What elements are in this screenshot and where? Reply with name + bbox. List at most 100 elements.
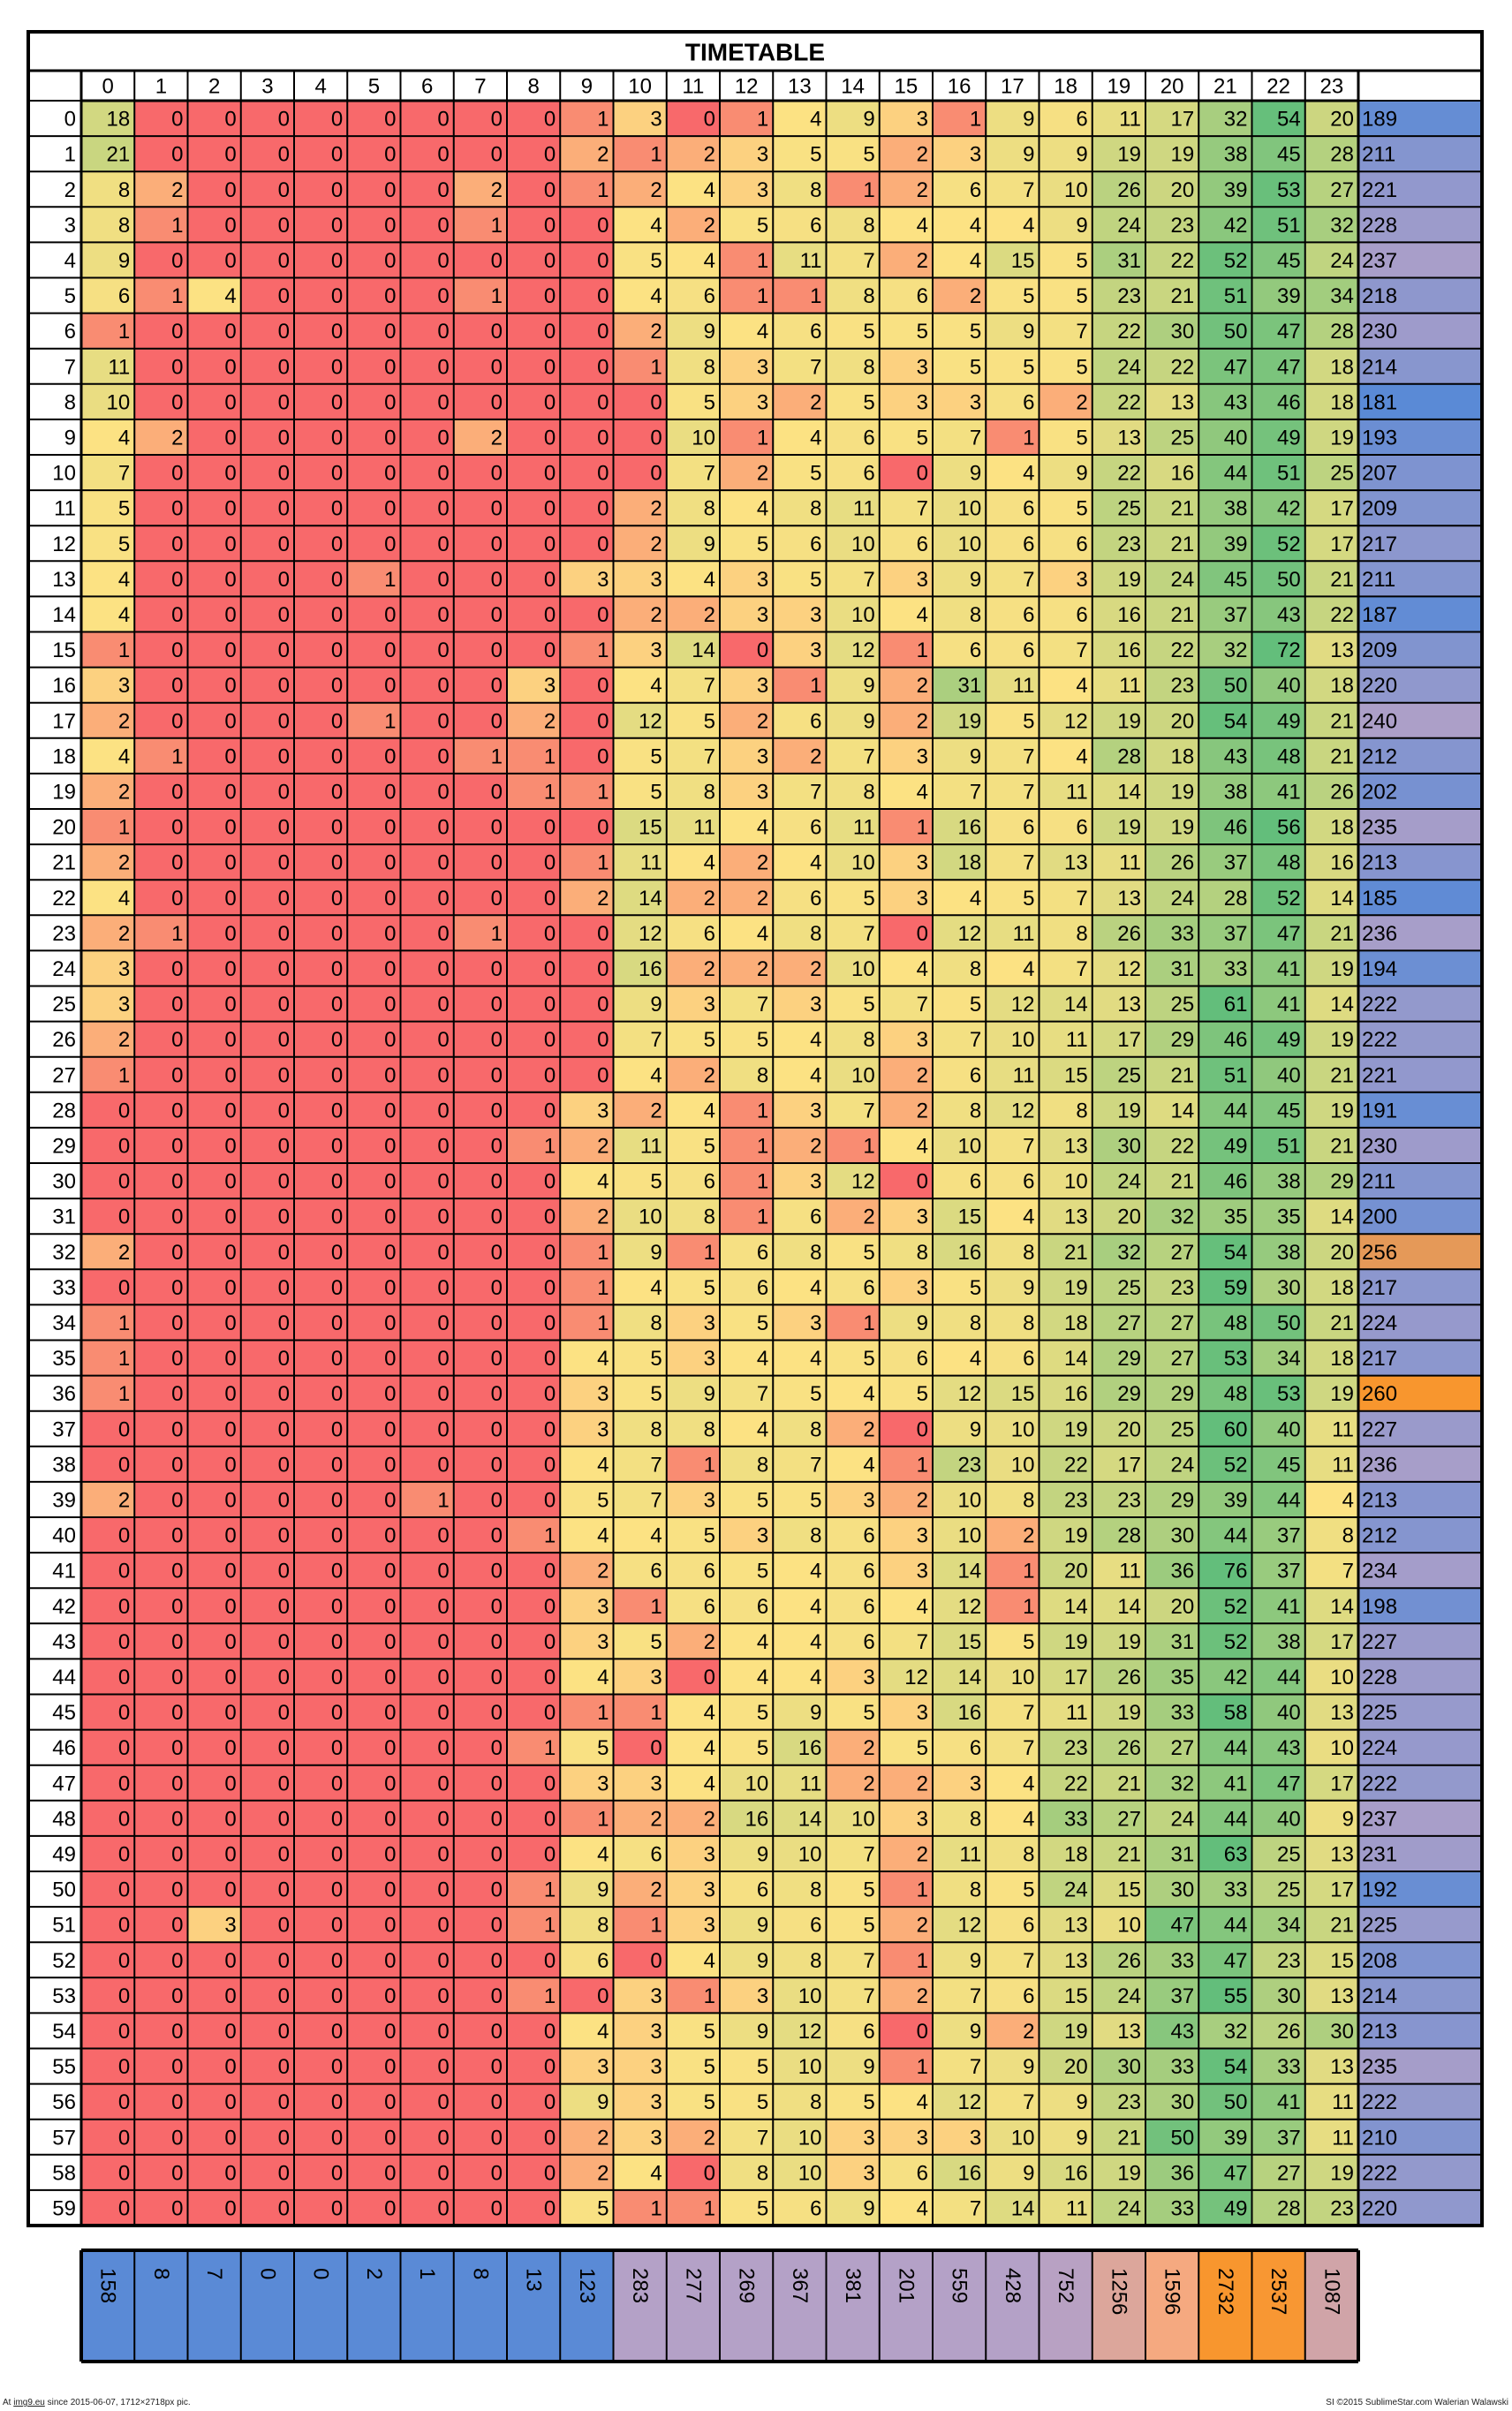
cell-value: 6 <box>704 1595 715 1619</box>
row-label: 47 <box>52 1772 76 1795</box>
cell-value: 1 <box>1023 1595 1034 1619</box>
heatmap-cell <box>826 348 880 384</box>
cell-value: 2 <box>917 1772 928 1795</box>
cell-value: 5 <box>650 1347 662 1371</box>
column-header: 9 <box>581 75 593 99</box>
heatmap-cell <box>453 667 507 703</box>
cell-value: 12 <box>851 639 875 662</box>
cell-value: 14 <box>1330 993 1354 1017</box>
heatmap-cell <box>560 171 614 208</box>
cell-value: 0 <box>278 1560 290 1583</box>
cell-value: 0 <box>224 1949 236 1973</box>
cell-value: 4 <box>650 1063 662 1087</box>
cell-value: 0 <box>597 462 609 486</box>
cell-value: 6 <box>970 1736 981 1760</box>
cell-value: 2 <box>917 1063 928 1087</box>
cell-value: 5 <box>810 568 821 592</box>
heatmap-cell <box>666 844 720 881</box>
cell-value: 6 <box>863 1595 874 1619</box>
cell-value: 47 <box>1224 2161 1248 2185</box>
row-total-value: 220 <box>1362 674 1397 698</box>
column-total-cell <box>240 2250 294 2362</box>
heatmap-cell <box>187 525 241 562</box>
cell-value: 0 <box>278 1772 290 1795</box>
cell-value: 0 <box>384 1842 396 1866</box>
heatmap-cell <box>400 101 454 137</box>
heatmap-cell <box>933 631 987 668</box>
row-label: 45 <box>52 1701 76 1725</box>
heatmap-cell <box>1145 809 1199 845</box>
cell-value: 33 <box>1171 1701 1195 1725</box>
cell-value: 0 <box>384 1878 396 1902</box>
heatmap-cell <box>1198 631 1252 668</box>
cell-value: 19 <box>1330 1028 1354 1052</box>
heatmap-cell <box>81 561 135 597</box>
cell-value: 7 <box>810 780 821 804</box>
cell-value: 31 <box>1171 1630 1195 1654</box>
cell-value: 0 <box>278 1382 290 1406</box>
cell-value: 49 <box>1277 709 1301 733</box>
heatmap-cell <box>400 242 454 278</box>
cell-value: 0 <box>597 816 609 840</box>
cell-value: 0 <box>118 2055 130 2079</box>
cell-value: 0 <box>384 355 396 379</box>
cell-value: 0 <box>278 1241 290 1265</box>
cell-value: 2 <box>118 780 130 804</box>
heatmap-cell <box>1039 419 1092 455</box>
cell-value: 8 <box>650 1311 662 1335</box>
cell-value: 0 <box>544 2020 556 2044</box>
cell-value: 0 <box>437 639 449 662</box>
row-label: 12 <box>52 533 76 556</box>
cell-value: 50 <box>1277 568 1301 592</box>
cell-value: 38 <box>1224 780 1248 804</box>
footer-link[interactable]: img9.eu <box>13 2398 45 2407</box>
cell-value: 0 <box>491 1842 503 1866</box>
cell-value: 15 <box>1011 249 1035 273</box>
cell-value: 17 <box>1064 1666 1088 1689</box>
cell-value: 36 <box>1171 2161 1195 2185</box>
heatmap-cell <box>1304 737 1358 774</box>
cell-value: 10 <box>1011 1417 1035 1441</box>
cell-value: 29 <box>1171 1488 1195 1512</box>
cell-value: 8 <box>863 284 874 308</box>
row-total-value: 221 <box>1362 178 1397 202</box>
cell-value: 30 <box>1171 1878 1195 1902</box>
cell-value: 8 <box>1023 1842 1034 1866</box>
heatmap-cell <box>879 348 933 384</box>
row-label: 21 <box>52 851 76 875</box>
heatmap-cell <box>187 737 241 774</box>
heatmap-cell <box>187 702 241 738</box>
cell-value: 19 <box>1064 1417 1088 1441</box>
column-total-value: 0 <box>255 2268 279 2279</box>
heatmap-cell <box>81 348 135 384</box>
cell-value: 0 <box>171 780 183 804</box>
cell-value: 12 <box>958 2090 982 2114</box>
row-total-value: 222 <box>1362 1772 1397 1795</box>
cell-value: 3 <box>650 568 662 592</box>
cell-value: 1 <box>384 709 396 733</box>
heatmap-cell <box>81 809 135 845</box>
cell-value: 24 <box>1330 249 1354 273</box>
cell-value: 4 <box>118 568 130 592</box>
heatmap-cell <box>240 525 294 562</box>
cell-value: 34 <box>1277 1914 1301 1938</box>
heatmap-cell <box>1145 844 1199 881</box>
cell-value: 6 <box>1076 533 1087 556</box>
cell-value: 3 <box>650 2055 662 2079</box>
cell-value: 17 <box>1171 108 1195 132</box>
cell-value: 0 <box>491 1241 503 1265</box>
heatmap-cell <box>294 242 348 278</box>
cell-value: 0 <box>118 1949 130 1973</box>
cell-value: 6 <box>917 284 928 308</box>
cell-value: 42 <box>1224 214 1248 238</box>
cell-value: 10 <box>1064 178 1088 202</box>
cell-value: 0 <box>437 390 449 414</box>
cell-value: 51 <box>1277 462 1301 486</box>
row-total-value: 211 <box>1362 568 1395 592</box>
heatmap-cell <box>1145 313 1199 349</box>
cell-value: 16 <box>1117 639 1141 662</box>
cell-value: 11 <box>1332 2126 1354 2150</box>
cell-value: 0 <box>491 355 503 379</box>
heatmap-cell <box>507 631 561 668</box>
cell-value: 6 <box>863 1524 874 1548</box>
